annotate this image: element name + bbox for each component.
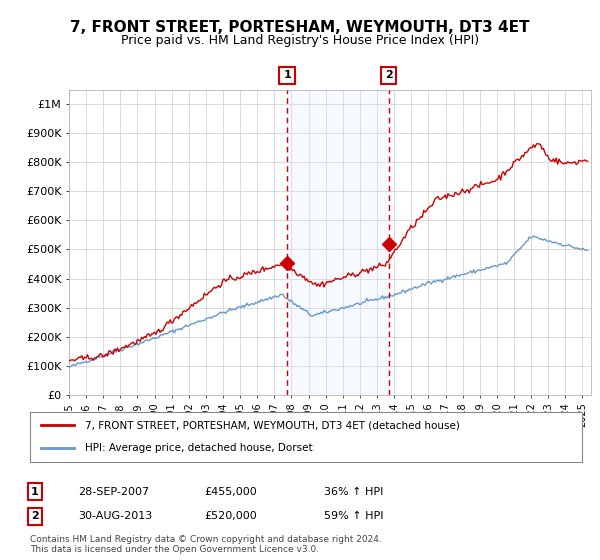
Text: This data is licensed under the Open Government Licence v3.0.: This data is licensed under the Open Gov… <box>30 545 319 554</box>
Text: 2: 2 <box>31 511 38 521</box>
Text: 7, FRONT STREET, PORTESHAM, WEYMOUTH, DT3 4ET: 7, FRONT STREET, PORTESHAM, WEYMOUTH, DT… <box>70 20 530 35</box>
Text: £520,000: £520,000 <box>204 511 257 521</box>
Text: Contains HM Land Registry data © Crown copyright and database right 2024.: Contains HM Land Registry data © Crown c… <box>30 535 382 544</box>
Text: 1: 1 <box>31 487 38 497</box>
Text: 36% ↑ HPI: 36% ↑ HPI <box>324 487 383 497</box>
Text: 7, FRONT STREET, PORTESHAM, WEYMOUTH, DT3 4ET (detached house): 7, FRONT STREET, PORTESHAM, WEYMOUTH, DT… <box>85 420 460 430</box>
Text: 2: 2 <box>385 71 392 81</box>
Text: 30-AUG-2013: 30-AUG-2013 <box>78 511 152 521</box>
Text: 28-SEP-2007: 28-SEP-2007 <box>78 487 149 497</box>
Text: £455,000: £455,000 <box>204 487 257 497</box>
Text: 1: 1 <box>283 71 291 81</box>
Text: Price paid vs. HM Land Registry's House Price Index (HPI): Price paid vs. HM Land Registry's House … <box>121 34 479 46</box>
Bar <box>287 90 389 395</box>
Text: HPI: Average price, detached house, Dorset: HPI: Average price, detached house, Dors… <box>85 444 313 454</box>
Text: 59% ↑ HPI: 59% ↑ HPI <box>324 511 383 521</box>
